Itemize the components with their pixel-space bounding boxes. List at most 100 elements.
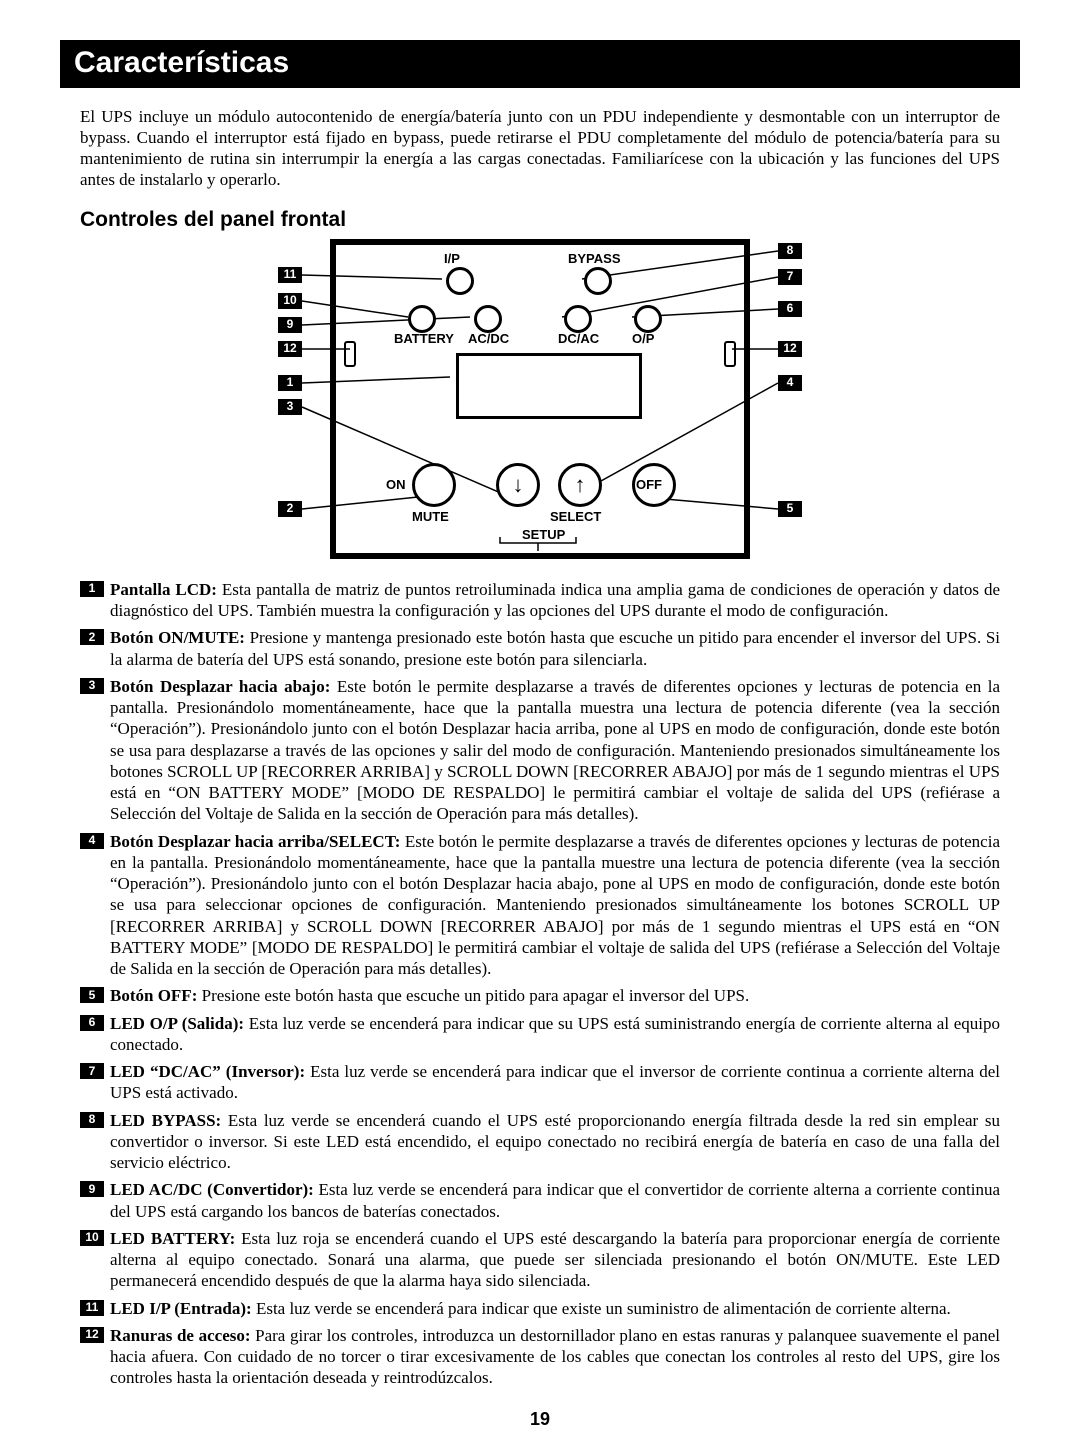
feature-text: LED O/P (Salida): Esta luz verde se ence…: [110, 1013, 1000, 1056]
feature-number-badge: 6: [80, 1015, 104, 1031]
label-select: SELECT: [550, 509, 601, 525]
front-panel-diagram: 11 10 9 12 1 3 2 8 7 6 12 4 5: [300, 239, 780, 559]
feature-item: 4 Botón Desplazar hacia arriba/SELECT: Es…: [80, 831, 1000, 980]
feature-body: Esta luz verde se encenderá cuando el UP…: [110, 1111, 1000, 1173]
callout-4: 4: [778, 375, 802, 391]
callout-11: 11: [278, 267, 302, 283]
feature-body: Esta luz roja se encenderá cuando el UPS…: [110, 1229, 1000, 1291]
callout-10: 10: [278, 293, 302, 309]
feature-lead: Botón ON/MUTE:: [110, 628, 245, 647]
feature-lead: Botón Desplazar hacia arriba/SELECT:: [110, 832, 400, 851]
feature-text: LED “DC/AC” (Inversor): Esta luz verde s…: [110, 1061, 1000, 1104]
feature-item: 5 Botón OFF: Presione este botón hasta qu…: [80, 985, 1000, 1006]
feature-body: Esta pantalla de matriz de puntos retroi…: [110, 580, 1000, 620]
feature-text: LED AC/DC (Convertidor): Esta luz verde …: [110, 1179, 1000, 1222]
access-slot-left: [344, 341, 356, 367]
feature-item: 11 LED I/P (Entrada): Esta luz verde se e…: [80, 1298, 1000, 1319]
page-number: 19: [0, 1408, 1080, 1431]
feature-number-badge: 11: [80, 1300, 104, 1316]
led-op: [634, 305, 662, 333]
feature-lead: Ranuras de acceso:: [110, 1326, 251, 1345]
feature-lead: Botón OFF:: [110, 986, 197, 1005]
label-on: ON: [386, 477, 406, 493]
feature-item: 10 LED BATTERY: Esta luz roja se encender…: [80, 1228, 1000, 1292]
feature-item: 12 Ranuras de acceso: Para girar los cont…: [80, 1325, 1000, 1389]
label-op: O/P: [632, 331, 654, 347]
feature-text: LED I/P (Entrada): Esta luz verde se enc…: [110, 1298, 1000, 1319]
led-acdc: [474, 305, 502, 333]
feature-number-badge: 3: [80, 678, 104, 694]
feature-text: Pantalla LCD: Esta pantalla de matriz de…: [110, 579, 1000, 622]
feature-text: Botón Desplazar hacia abajo: Este botón …: [110, 676, 1000, 825]
feature-item: 9 LED AC/DC (Convertidor): Esta luz verde…: [80, 1179, 1000, 1222]
feature-item: 7 LED “DC/AC” (Inversor): Esta luz verde …: [80, 1061, 1000, 1104]
feature-lead: LED BYPASS:: [110, 1111, 221, 1130]
feature-item: 8 LED BYPASS: Esta luz verde se encenderá…: [80, 1110, 1000, 1174]
ups-front-panel: I/P BYPASS BATTERY AC/DC DC/AC O/P ↓ ↑ O…: [330, 239, 750, 559]
callout-12-left: 12: [278, 341, 302, 357]
button-on-mute[interactable]: [412, 463, 456, 507]
feature-item: 6 LED O/P (Salida): Esta luz verde se enc…: [80, 1013, 1000, 1056]
label-acdc: AC/DC: [468, 331, 509, 347]
arrow-up-icon: ↑: [575, 474, 586, 496]
button-scroll-up-select[interactable]: ↑: [558, 463, 602, 507]
label-mute: MUTE: [412, 509, 449, 525]
feature-lead: LED “DC/AC” (Inversor):: [110, 1062, 305, 1081]
lcd-screen: [456, 353, 642, 419]
feature-number-badge: 5: [80, 987, 104, 1003]
callout-5: 5: [778, 501, 802, 517]
feature-body: Presione este botón hasta que escuche un…: [197, 986, 749, 1005]
feature-number-badge: 7: [80, 1063, 104, 1079]
feature-lead: LED I/P (Entrada):: [110, 1299, 252, 1318]
feature-lead: LED AC/DC (Convertidor):: [110, 1180, 314, 1199]
callout-1: 1: [278, 375, 302, 391]
feature-lead: Pantalla LCD:: [110, 580, 217, 599]
callout-6: 6: [778, 301, 802, 317]
feature-item: 1 Pantalla LCD: Esta pantalla de matriz d…: [80, 579, 1000, 622]
intro-paragraph: El UPS incluye un módulo autocontenido d…: [80, 106, 1000, 191]
feature-text: Ranuras de acceso: Para girar los contro…: [110, 1325, 1000, 1389]
button-scroll-down[interactable]: ↓: [496, 463, 540, 507]
callout-9: 9: [278, 317, 302, 333]
feature-lead: Botón Desplazar hacia abajo:: [110, 677, 330, 696]
led-dcac: [564, 305, 592, 333]
feature-number-badge: 2: [80, 629, 104, 645]
label-setup: SETUP: [522, 527, 565, 543]
feature-number-badge: 12: [80, 1327, 104, 1343]
feature-body: Este botón le permite desplazarse a trav…: [110, 832, 1000, 979]
feature-body: Esta luz verde se encenderá para indicar…: [252, 1299, 951, 1318]
label-dcac: DC/AC: [558, 331, 599, 347]
feature-item: 3 Botón Desplazar hacia abajo: Este botón…: [80, 676, 1000, 825]
feature-text: Botón ON/MUTE: Presione y mantenga presi…: [110, 627, 1000, 670]
feature-text: Botón Desplazar hacia arriba/SELECT: Est…: [110, 831, 1000, 980]
callout-12-right: 12: [778, 341, 802, 357]
access-slot-right: [724, 341, 736, 367]
feature-number-badge: 4: [80, 833, 104, 849]
callout-7: 7: [778, 269, 802, 285]
subsection-title: Controles del panel frontal: [80, 207, 1000, 233]
manual-page: Características El UPS incluye un módulo…: [0, 0, 1080, 1455]
feature-number-badge: 8: [80, 1112, 104, 1128]
feature-text: LED BATTERY: Esta luz roja se encenderá …: [110, 1228, 1000, 1292]
feature-number-badge: 1: [80, 581, 104, 597]
section-title: Características: [60, 40, 1020, 88]
label-bypass: BYPASS: [568, 251, 621, 267]
label-battery: BATTERY: [394, 331, 454, 347]
feature-text: LED BYPASS: Esta luz verde se encenderá …: [110, 1110, 1000, 1174]
feature-body: Este botón le permite desplazarse a trav…: [110, 677, 1000, 824]
feature-number-badge: 10: [80, 1230, 104, 1246]
feature-text: Botón OFF: Presione este botón hasta que…: [110, 985, 1000, 1006]
feature-item: 2 Botón ON/MUTE: Presione y mantenga pres…: [80, 627, 1000, 670]
label-off: OFF: [636, 477, 662, 493]
label-ip: I/P: [444, 251, 460, 267]
feature-number-badge: 9: [80, 1181, 104, 1197]
led-ip: [446, 267, 474, 295]
led-battery: [408, 305, 436, 333]
callout-3: 3: [278, 399, 302, 415]
feature-lead: LED BATTERY:: [110, 1229, 235, 1248]
callout-2: 2: [278, 501, 302, 517]
led-bypass: [584, 267, 612, 295]
feature-lead: LED O/P (Salida):: [110, 1014, 244, 1033]
feature-body: Esta luz verde se encenderá para indicar…: [110, 1014, 1000, 1054]
arrow-down-icon: ↓: [513, 474, 524, 496]
